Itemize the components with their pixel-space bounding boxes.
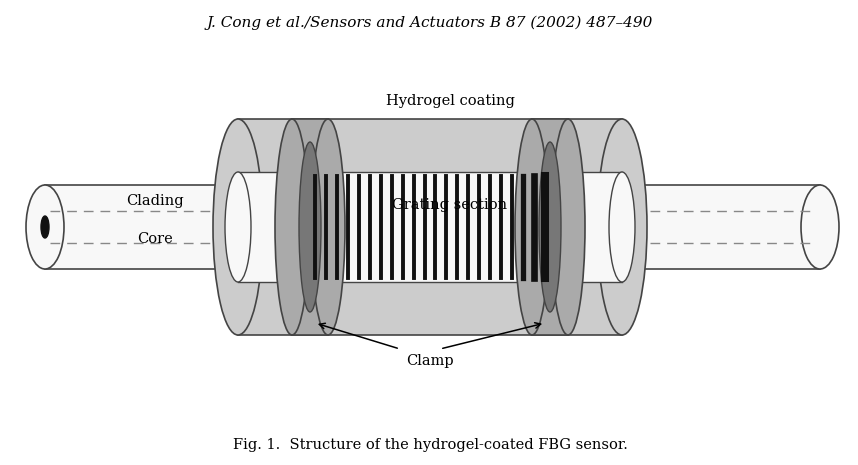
Text: Clamp: Clamp xyxy=(406,354,454,368)
Ellipse shape xyxy=(299,142,321,312)
Ellipse shape xyxy=(26,185,64,269)
Bar xyxy=(292,119,328,335)
Bar xyxy=(238,172,622,282)
Bar xyxy=(238,119,622,335)
Ellipse shape xyxy=(539,142,561,312)
Ellipse shape xyxy=(41,216,49,238)
Bar xyxy=(45,185,238,269)
Ellipse shape xyxy=(801,185,839,269)
Text: Hydrogel coating: Hydrogel coating xyxy=(385,94,515,108)
Text: J. Cong et al./Sensors and Actuators B 87 (2002) 487–490: J. Cong et al./Sensors and Actuators B 8… xyxy=(207,16,653,30)
Ellipse shape xyxy=(213,119,263,335)
Ellipse shape xyxy=(597,119,647,335)
Text: Core: Core xyxy=(137,232,172,246)
Ellipse shape xyxy=(609,172,635,282)
Bar xyxy=(532,119,568,335)
Ellipse shape xyxy=(275,119,309,335)
Ellipse shape xyxy=(225,172,251,282)
Ellipse shape xyxy=(551,119,585,335)
Text: Clading: Clading xyxy=(126,194,184,208)
Text: Grating section: Grating section xyxy=(392,198,508,212)
Bar xyxy=(622,185,820,269)
Text: Fig. 1.  Structure of the hydrogel-coated FBG sensor.: Fig. 1. Structure of the hydrogel-coated… xyxy=(233,438,627,452)
Ellipse shape xyxy=(515,119,549,335)
Ellipse shape xyxy=(311,119,345,335)
